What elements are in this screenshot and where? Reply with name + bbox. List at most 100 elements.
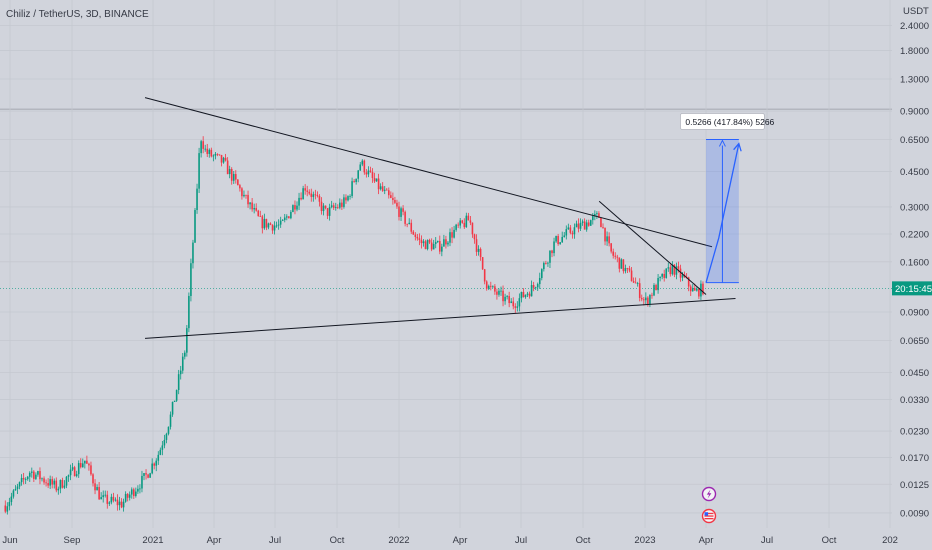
- y-tick-label: 0.4500: [900, 167, 929, 178]
- candle: [204, 144, 207, 152]
- candle: [487, 284, 490, 291]
- candle: [310, 188, 313, 202]
- candle: [16, 483, 19, 495]
- candle: [202, 136, 204, 154]
- candle: [500, 286, 502, 296]
- trendline[interactable]: [144, 298, 736, 339]
- candle-body: [210, 149, 213, 157]
- price-axis[interactable]: 2.4000 1.8000 1.3000 0.9000 0.6500 0.4500 0.30…: [900, 21, 929, 519]
- candle-body: [679, 268, 682, 278]
- candle: [296, 201, 298, 212]
- candle-body: [6, 506, 9, 512]
- candle: [124, 491, 127, 503]
- candle: [630, 267, 633, 282]
- candle-body: [375, 178, 378, 182]
- candle: [571, 230, 574, 239]
- trendline[interactable]: [144, 97, 713, 248]
- candle: [622, 259, 625, 274]
- candle-body: [175, 389, 178, 401]
- candle: [273, 221, 276, 235]
- candle-body: [12, 490, 15, 497]
- candle: [33, 470, 35, 483]
- projection-path[interactable]: [705, 143, 740, 283]
- candle: [292, 204, 294, 213]
- candle: [543, 261, 545, 272]
- candle: [341, 199, 343, 210]
- candle-body: [196, 188, 198, 211]
- candle-body: [100, 497, 102, 500]
- candle: [269, 222, 272, 226]
- candle-body: [273, 225, 276, 231]
- candle-body: [179, 370, 182, 375]
- candle: [420, 235, 423, 249]
- candle: [353, 178, 355, 183]
- candle-body: [677, 266, 680, 269]
- candle-body: [181, 356, 184, 371]
- candle: [22, 472, 25, 485]
- candle: [604, 227, 606, 246]
- candle-body: [451, 232, 453, 238]
- candle: [465, 212, 468, 228]
- candle-body: [190, 263, 192, 296]
- candle-body: [565, 229, 568, 236]
- candle-body: [563, 235, 566, 237]
- candle: [679, 264, 682, 282]
- candle-body: [88, 463, 90, 466]
- candle: [257, 209, 260, 217]
- candle: [304, 184, 306, 195]
- candle: [414, 232, 417, 241]
- candle: [634, 277, 637, 284]
- candle-body: [543, 263, 545, 270]
- candle: [355, 178, 357, 185]
- candle: [530, 280, 533, 297]
- event-marker-lightning[interactable]: [701, 486, 717, 502]
- candle-body: [669, 267, 672, 275]
- projection-measure-arrow: [718, 139, 726, 147]
- candle: [43, 476, 45, 485]
- candle: [196, 183, 198, 214]
- candle: [385, 188, 388, 191]
- candle-body: [569, 227, 572, 233]
- candle: [306, 185, 309, 197]
- candle: [573, 223, 576, 239]
- candle-body: [355, 178, 357, 183]
- candle-body: [667, 267, 670, 269]
- candle-body: [245, 194, 247, 196]
- event-marker-flag[interactable]: [701, 508, 717, 524]
- projection-label[interactable]: 0.5266 (417.84%) 5266: [680, 113, 775, 130]
- last-price-tag[interactable]: 20:15:45: [892, 281, 932, 296]
- candle-body: [640, 297, 643, 300]
- candle: [67, 474, 70, 482]
- candle-body: [365, 172, 368, 175]
- candle-body: [512, 301, 515, 307]
- candle-body: [653, 285, 655, 296]
- trendline[interactable]: [598, 200, 707, 295]
- candle-body: [453, 229, 455, 238]
- candle-body: [436, 240, 439, 243]
- candle: [424, 239, 427, 250]
- candle-body: [202, 141, 204, 149]
- candle: [524, 294, 527, 299]
- candle: [147, 473, 149, 479]
- candle-body: [559, 242, 561, 245]
- candle: [626, 267, 629, 273]
- candle-body: [441, 246, 443, 252]
- candle: [128, 491, 131, 501]
- candle: [265, 218, 268, 231]
- candle-body: [577, 223, 580, 229]
- candle: [181, 353, 184, 374]
- flag-stripe: [704, 518, 714, 520]
- candle-body: [410, 222, 413, 232]
- candle-body: [663, 273, 666, 278]
- y-tick-label: 0.0650: [900, 336, 929, 347]
- candle: [153, 462, 156, 470]
- candle-body: [139, 488, 141, 490]
- candle: [61, 477, 64, 489]
- time-axis[interactable]: Jun Sep 2021 Apr Jul Oct 2022 Apr Jul Oct 2023 Apr J…: [2, 535, 898, 546]
- candle-body: [8, 501, 11, 507]
- candle-body: [675, 266, 678, 275]
- candle-body: [596, 213, 598, 215]
- candle: [175, 389, 178, 403]
- candle: [334, 202, 337, 211]
